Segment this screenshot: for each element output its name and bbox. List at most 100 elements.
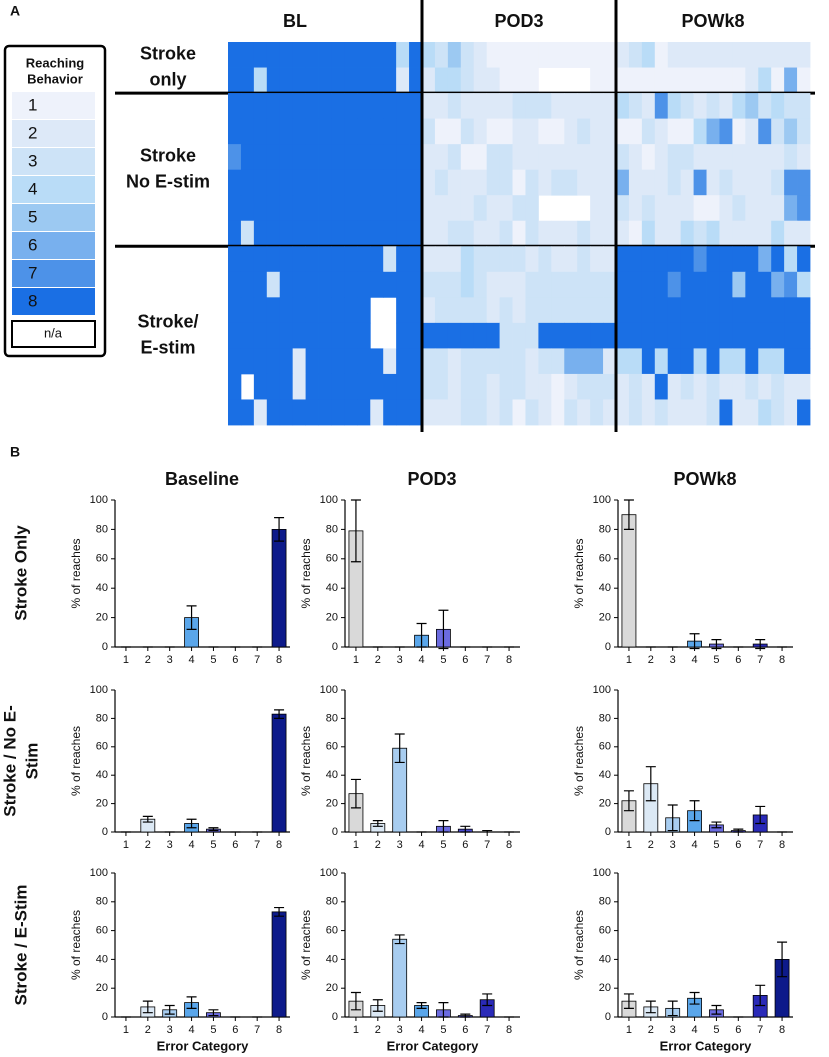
y-axis-label: % of reaches <box>69 726 83 796</box>
x-tick-label: 1 <box>353 839 359 851</box>
y-tick-label: 40 <box>96 953 108 965</box>
heat-cell <box>266 220 281 247</box>
heat-cell <box>344 246 358 273</box>
heat-cell <box>434 297 449 324</box>
heat-cell <box>422 195 436 222</box>
heat-cell <box>719 246 733 273</box>
y-tick-label: 60 <box>326 553 338 565</box>
heat-cell <box>383 373 397 400</box>
heat-cell <box>279 118 294 145</box>
heat-cell <box>538 399 552 426</box>
heat-cell <box>331 399 345 426</box>
heat-cell <box>228 297 242 324</box>
y-tick-label: 20 <box>96 982 108 994</box>
legend-swatch <box>12 148 95 175</box>
heat-cell <box>253 93 268 119</box>
heat-cell <box>603 195 617 222</box>
heat-cell <box>447 271 462 298</box>
heat-cell <box>305 144 319 171</box>
heat-cell <box>357 271 371 298</box>
heat-cell <box>641 144 656 171</box>
heat-cell <box>357 246 371 273</box>
heat-cell <box>512 118 526 145</box>
y-tick-label: 40 <box>599 769 611 781</box>
heat-cell <box>680 42 694 68</box>
heat-cell <box>551 271 565 298</box>
heat-cell <box>693 246 707 273</box>
heat-cell <box>486 118 500 145</box>
error-bar <box>394 733 405 764</box>
heat-cell <box>473 118 488 145</box>
heat-cell <box>305 93 319 119</box>
heat-cell <box>693 373 707 400</box>
heat-cell <box>551 42 565 68</box>
heat-cell <box>745 169 759 196</box>
heat-cell <box>564 118 578 145</box>
heat-cell <box>538 42 552 68</box>
y-tick-label: 20 <box>326 982 338 994</box>
heat-cell <box>318 42 332 68</box>
heat-cell <box>305 246 319 273</box>
y-tick-label: 100 <box>90 684 108 696</box>
heat-cell <box>344 195 358 222</box>
heat-cell <box>279 93 294 119</box>
heat-cell <box>797 169 811 196</box>
heat-cell <box>383 271 397 298</box>
heat-cell <box>512 399 526 426</box>
error-bar <box>711 1004 722 1015</box>
heat-cell <box>719 220 733 247</box>
heat-cell <box>228 246 242 273</box>
y-tick-label: 60 <box>96 741 108 753</box>
y-tick-label: 80 <box>326 523 338 535</box>
x-tick-label: 6 <box>232 839 238 851</box>
row-group-label: Stroke <box>140 145 196 165</box>
heat-cell <box>344 93 358 119</box>
heat-cell <box>305 297 319 324</box>
heat-cell <box>422 93 436 119</box>
heat-cell <box>719 271 733 298</box>
heat-cell <box>732 42 746 68</box>
heat-cell <box>616 246 630 273</box>
error-bar <box>623 499 634 530</box>
heat-cell <box>628 348 643 375</box>
heat-cell <box>253 271 268 298</box>
heat-cell <box>732 195 746 222</box>
heat-cell <box>538 348 552 375</box>
heat-cell <box>525 322 539 349</box>
heat-cell <box>318 271 332 298</box>
heat-cell <box>447 195 462 222</box>
y-tick-label: 0 <box>605 641 611 653</box>
heat-cell <box>240 118 255 145</box>
heat-cell <box>732 220 746 247</box>
heat-cell <box>331 42 345 68</box>
heat-cell <box>486 322 500 349</box>
heat-cell <box>641 220 656 247</box>
heat-cell <box>667 246 682 273</box>
heat-cell <box>680 169 694 196</box>
heat-cell <box>745 93 759 119</box>
heat-cell <box>512 373 526 400</box>
y-tick-label: 60 <box>326 925 338 937</box>
error-bar <box>350 991 361 1011</box>
heat-cell <box>667 118 682 145</box>
x-tick-label: 2 <box>648 839 654 851</box>
y-tick-label: 40 <box>326 582 338 594</box>
heat-cell <box>641 93 656 119</box>
heat-cell <box>758 322 772 349</box>
heat-cell <box>253 195 268 222</box>
heat-cell <box>654 220 669 247</box>
x-tick-label: 3 <box>167 839 173 851</box>
heat-cell <box>266 271 281 298</box>
heat-cell <box>525 144 539 171</box>
x-tick-label: 2 <box>375 839 381 851</box>
x-tick-label: 8 <box>506 839 512 851</box>
heat-cell <box>771 169 785 196</box>
x-tick-label: 4 <box>189 839 195 851</box>
error-bar <box>416 1002 427 1009</box>
heat-cell <box>370 246 384 273</box>
heat-cell <box>266 169 281 196</box>
heat-cell <box>525 399 539 426</box>
heat-cell <box>564 144 578 171</box>
heat-cell <box>577 42 591 68</box>
heat-cell <box>409 195 423 222</box>
